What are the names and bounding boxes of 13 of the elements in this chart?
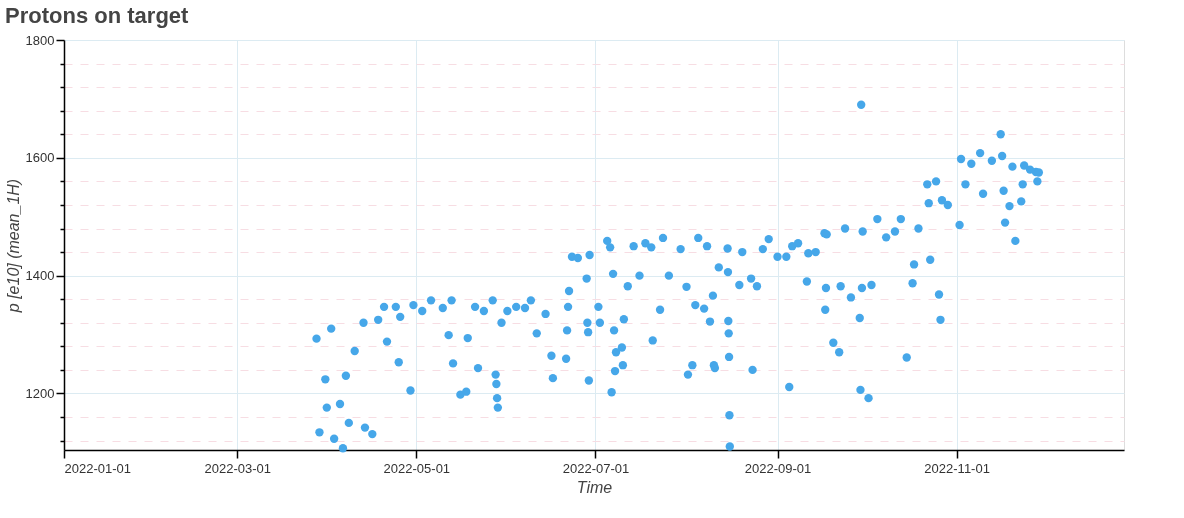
y-tick-label: 1200 [25, 385, 55, 401]
x-tick-label: 2022-09-01 [744, 460, 812, 476]
x-tick-label: 2022-11-01 [924, 460, 990, 476]
x-tick-label: 2022-07-01 [562, 460, 630, 476]
x-tick-label: 2022-01-01 [64, 460, 131, 476]
x-tick-label: 2022-05-01 [383, 460, 451, 476]
y-axis-title: p [e10] (mean_1H) [4, 178, 22, 314]
x-axis-title: Time [576, 478, 613, 496]
y-tick-label: 1600 [25, 150, 55, 166]
chart-title: Protons on target [5, 3, 190, 28]
y-tick-label: 1800 [25, 32, 55, 48]
x-tick-label: 2022-03-01 [204, 460, 271, 476]
y-tick-label: 1400 [25, 268, 55, 284]
